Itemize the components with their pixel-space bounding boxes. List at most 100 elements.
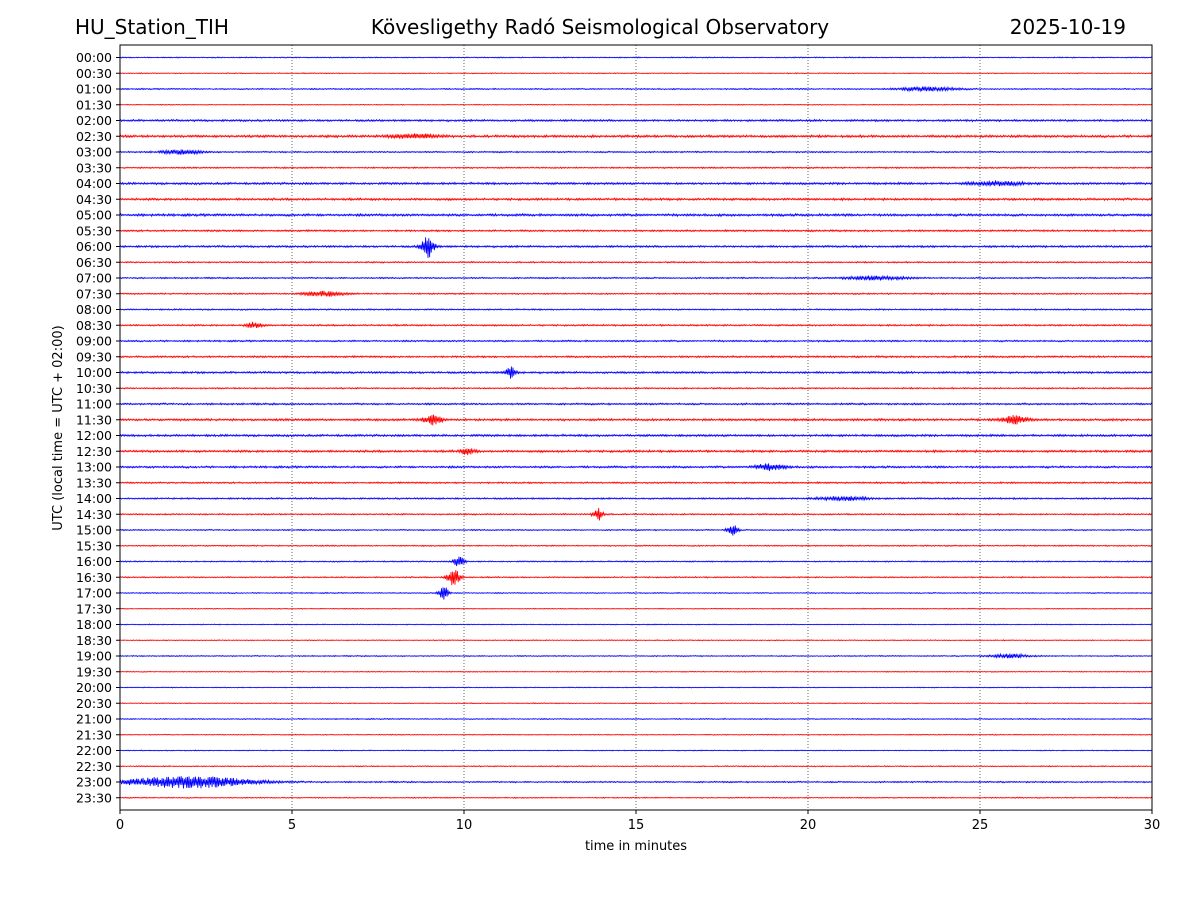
trace-0500	[119, 212, 1153, 218]
trace-0430	[119, 197, 1153, 202]
trace-1700	[119, 587, 1153, 600]
y-tick-label: 19:00	[76, 649, 112, 664]
record-date: 2025-10-19	[1009, 15, 1126, 39]
trace-2330	[119, 796, 1153, 799]
y-axis-ticks: 00:0000:3001:0001:3002:0002:3003:0003:30…	[76, 50, 120, 805]
trace-0530	[119, 228, 1153, 233]
y-tick-label: 12:30	[76, 444, 112, 459]
y-tick-label: 10:30	[76, 381, 112, 396]
trace-1500	[119, 525, 1153, 536]
trace-1600	[119, 556, 1153, 567]
y-tick-label: 05:00	[76, 208, 112, 223]
trace-1830	[119, 639, 1153, 642]
y-tick-label: 01:00	[76, 82, 112, 97]
y-tick-label: 03:00	[76, 145, 112, 160]
x-axis-ticks: 0 5 10 15 20 25 30	[116, 810, 1160, 833]
y-tick-label: 06:00	[76, 239, 112, 254]
y-tick-label: 14:30	[76, 507, 112, 522]
y-tick-label: 22:00	[76, 743, 112, 758]
y-tick-label: 23:00	[76, 775, 112, 790]
x-tick-label: 0	[116, 818, 124, 833]
trace-1200	[119, 433, 1153, 438]
trace-1530	[119, 544, 1153, 548]
y-tick-label: 16:00	[76, 554, 112, 569]
station-name: HU_Station_TIH	[75, 15, 229, 39]
y-tick-label: 14:00	[76, 491, 112, 506]
y-tick-label: 17:00	[76, 586, 112, 601]
y-tick-label: 02:30	[76, 129, 112, 144]
trace-1230	[119, 448, 1153, 456]
grid-lines	[291, 45, 981, 810]
trace-1930	[119, 670, 1153, 673]
trace-2030	[119, 702, 1153, 705]
y-tick-label: 15:00	[76, 523, 112, 538]
trace-1400	[119, 495, 1153, 502]
trace-1300	[119, 463, 1153, 472]
trace-1730	[119, 607, 1153, 610]
y-tick-label: 23:30	[76, 790, 112, 805]
y-tick-label: 06:30	[76, 255, 112, 270]
trace-1900	[119, 652, 1153, 659]
y-tick-label: 05:30	[76, 223, 112, 238]
trace-1330	[119, 480, 1153, 485]
y-tick-label: 19:30	[76, 664, 112, 679]
trace-0800	[119, 307, 1153, 311]
y-tick-label: 04:30	[76, 192, 112, 207]
x-tick-label: 5	[288, 818, 296, 833]
observatory-title: Kövesligethy Radó Seismological Observat…	[370, 15, 830, 39]
y-tick-label: 08:30	[76, 318, 112, 333]
y-tick-label: 04:00	[76, 176, 112, 191]
y-tick-label: 16:30	[76, 570, 112, 585]
y-tick-label: 15:30	[76, 538, 112, 553]
trace-0630	[119, 260, 1153, 264]
trace-0700	[119, 274, 1153, 282]
trace-1130	[119, 414, 1153, 426]
y-axis-label: UTC (local time = UTC + 02:00)	[51, 325, 66, 530]
y-tick-label: 08:00	[76, 302, 112, 317]
trace-0600	[119, 237, 1153, 258]
trace-1800	[119, 623, 1153, 626]
x-tick-label: 30	[1144, 818, 1161, 833]
y-tick-label: 07:30	[76, 286, 112, 301]
trace-0200	[119, 118, 1153, 123]
y-tick-label: 01:30	[76, 97, 112, 112]
trace-0030	[119, 72, 1153, 75]
y-tick-label: 17:30	[76, 601, 112, 616]
trace-0100	[119, 85, 1153, 93]
y-tick-label: 13:30	[76, 475, 112, 490]
y-tick-label: 18:30	[76, 633, 112, 648]
trace-2000	[119, 686, 1153, 689]
trace-1430	[119, 507, 1153, 521]
y-tick-label: 10:00	[76, 365, 112, 380]
y-tick-label: 21:30	[76, 727, 112, 742]
trace-0330	[119, 166, 1153, 170]
trace-0000	[119, 56, 1153, 59]
y-tick-label: 11:00	[76, 397, 112, 412]
trace-0130	[119, 103, 1153, 106]
trace-1000	[119, 366, 1153, 379]
y-tick-label: 02:00	[76, 113, 112, 128]
y-tick-label: 03:30	[76, 160, 112, 175]
trace-1100	[119, 402, 1153, 406]
trace-0900	[119, 339, 1153, 343]
trace-2300	[119, 776, 1153, 789]
y-tick-label: 00:30	[76, 66, 112, 81]
y-tick-label: 22:30	[76, 759, 112, 774]
trace-2200	[119, 749, 1153, 752]
x-tick-label: 15	[628, 818, 645, 833]
trace-2100	[119, 717, 1153, 721]
trace-0930	[119, 354, 1153, 359]
trace-0400	[119, 180, 1153, 188]
y-tick-label: 18:00	[76, 617, 112, 632]
x-tick-label: 20	[800, 818, 817, 833]
y-tick-label: 12:00	[76, 428, 112, 443]
y-tick-label: 07:00	[76, 271, 112, 286]
x-tick-label: 25	[972, 818, 989, 833]
trace-1630	[119, 569, 1153, 586]
x-axis-label: time in minutes	[585, 839, 687, 854]
trace-0830	[119, 321, 1153, 329]
y-tick-label: 00:00	[76, 50, 112, 65]
trace-0300	[119, 148, 1153, 156]
y-tick-label: 20:30	[76, 696, 112, 711]
